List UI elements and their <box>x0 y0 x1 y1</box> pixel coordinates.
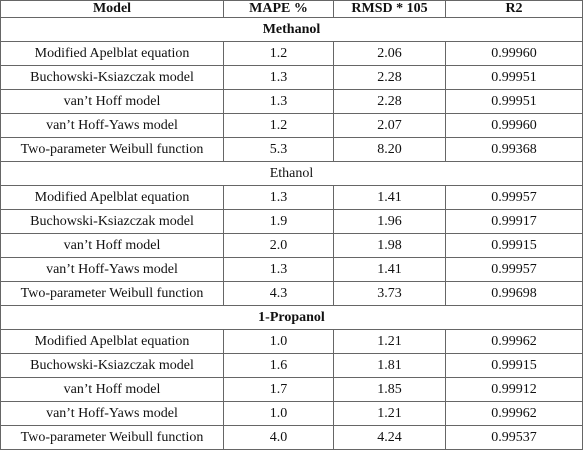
cell-value: 0.99951 <box>445 89 583 114</box>
cell-value: 1.2 <box>223 113 334 138</box>
data-row: van’t Hoff model 1.3 2.28 0.99951 <box>0 89 583 114</box>
model-name: van’t Hoff-Yaws model <box>0 401 224 426</box>
cell-value: 1.21 <box>333 401 446 426</box>
cell-value: 0.99957 <box>445 257 583 282</box>
model-name: Modified Apelblat equation <box>0 185 224 210</box>
cell-value: 0.99960 <box>445 41 583 66</box>
cell-value: 1.21 <box>333 329 446 354</box>
data-row: van’t Hoff-Yaws model 1.2 2.07 0.99960 <box>0 113 583 138</box>
cell-value: 4.3 <box>223 281 334 306</box>
cell-value: 1.85 <box>333 377 446 402</box>
cell-value: 0.99368 <box>445 137 583 162</box>
cell-value: 1.2 <box>223 41 334 66</box>
column-header: Model <box>0 0 224 18</box>
column-header: MAPE % <box>223 0 334 18</box>
model-name: Two-parameter Weibull function <box>0 281 224 306</box>
cell-value: 1.0 <box>223 401 334 426</box>
cell-value: 2.06 <box>333 41 446 66</box>
cell-value: 0.99912 <box>445 377 583 402</box>
group-label: Methanol <box>0 17 583 42</box>
column-header: R2 <box>445 0 583 18</box>
column-header: RMSD * 105 <box>333 0 446 18</box>
cell-value: 2.07 <box>333 113 446 138</box>
table-body: Methanol Modified Apelblat equation 1.2 2.0… <box>0 17 583 450</box>
cell-value: 0.99537 <box>445 425 583 450</box>
cell-value: 8.20 <box>333 137 446 162</box>
cell-value: 2.0 <box>223 233 334 258</box>
model-name: Modified Apelblat equation <box>0 329 224 354</box>
data-row: Buchowski-Ksiazczak model 1.3 2.28 0.99951 <box>0 65 583 90</box>
data-row: Two-parameter Weibull function 4.0 4.24 0.9… <box>0 425 583 450</box>
cell-value: 1.6 <box>223 353 334 378</box>
cell-value: 3.73 <box>333 281 446 306</box>
model-name: Buchowski-Ksiazczak model <box>0 353 224 378</box>
cell-value: 0.99917 <box>445 209 583 234</box>
cell-value: 1.3 <box>223 89 334 114</box>
cell-value: 0.99957 <box>445 185 583 210</box>
data-row: van’t Hoff model 2.0 1.98 0.99915 <box>0 233 583 258</box>
cell-value: 0.99951 <box>445 65 583 90</box>
data-row: van’t Hoff-Yaws model 1.0 1.21 0.99962 <box>0 401 583 426</box>
cell-value: 0.99698 <box>445 281 583 306</box>
cell-value: 1.96 <box>333 209 446 234</box>
model-name: Buchowski-Ksiazczak model <box>0 65 224 90</box>
cell-value: 1.3 <box>223 185 334 210</box>
group-label: Ethanol <box>0 161 583 186</box>
cell-value: 1.41 <box>333 257 446 282</box>
cell-value: 2.28 <box>333 65 446 90</box>
data-row: van’t Hoff model 1.7 1.85 0.99912 <box>0 377 583 402</box>
cell-value: 5.3 <box>223 137 334 162</box>
header-row: Model MAPE % RMSD * 105 R2 <box>0 0 583 18</box>
data-row: van’t Hoff-Yaws model 1.3 1.41 0.99957 <box>0 257 583 282</box>
cell-value: 2.28 <box>333 89 446 114</box>
data-row: Two-parameter Weibull function 4.3 3.73 0.9… <box>0 281 583 306</box>
model-name: van’t Hoff-Yaws model <box>0 113 224 138</box>
data-row: Two-parameter Weibull function 5.3 8.20 0.9… <box>0 137 583 162</box>
model-name: Two-parameter Weibull function <box>0 137 224 162</box>
model-name: Modified Apelblat equation <box>0 41 224 66</box>
model-name: Two-parameter Weibull function <box>0 425 224 450</box>
cell-value: 0.99960 <box>445 113 583 138</box>
cell-value: 0.99915 <box>445 353 583 378</box>
group-row: Ethanol <box>0 161 583 186</box>
cell-value: 1.81 <box>333 353 446 378</box>
cell-value: 4.0 <box>223 425 334 450</box>
cell-value: 4.24 <box>333 425 446 450</box>
cell-value: 0.99962 <box>445 329 583 354</box>
group-row: Methanol <box>0 17 583 42</box>
data-row: Modified Apelblat equation 1.3 1.41 0.99957 <box>0 185 583 210</box>
cell-value: 1.9 <box>223 209 334 234</box>
data-row: Modified Apelblat equation 1.2 2.06 0.99960 <box>0 41 583 66</box>
data-row: Buchowski-Ksiazczak model 1.9 1.96 0.99917 <box>0 209 583 234</box>
cell-value: 1.0 <box>223 329 334 354</box>
cell-value: 1.98 <box>333 233 446 258</box>
model-name: van’t Hoff model <box>0 233 224 258</box>
cell-value: 1.3 <box>223 65 334 90</box>
cell-value: 1.3 <box>223 257 334 282</box>
model-name: van’t Hoff model <box>0 89 224 114</box>
cell-value: 0.99962 <box>445 401 583 426</box>
data-row: Modified Apelblat equation 1.0 1.21 0.99962 <box>0 329 583 354</box>
group-label: 1-Propanol <box>0 305 583 330</box>
group-row: 1-Propanol <box>0 305 583 330</box>
model-name: Buchowski-Ksiazczak model <box>0 209 224 234</box>
cell-value: 1.7 <box>223 377 334 402</box>
cell-value: 1.41 <box>333 185 446 210</box>
model-name: van’t Hoff model <box>0 377 224 402</box>
data-row: Buchowski-Ksiazczak model 1.6 1.81 0.99915 <box>0 353 583 378</box>
model-name: van’t Hoff-Yaws model <box>0 257 224 282</box>
cell-value: 0.99915 <box>445 233 583 258</box>
